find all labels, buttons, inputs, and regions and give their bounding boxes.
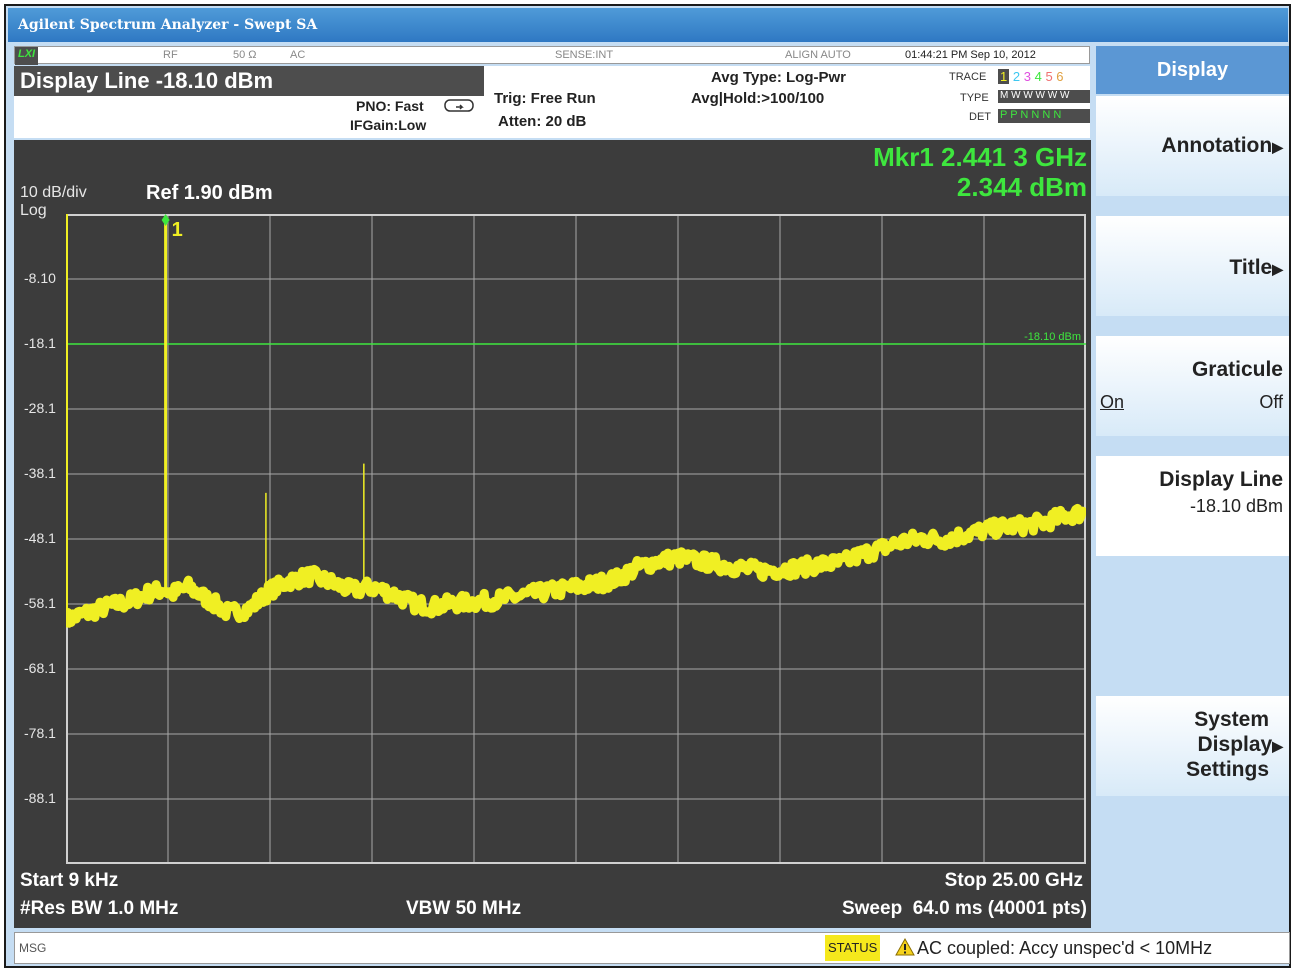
spur-lines xyxy=(164,216,365,594)
trace-numbers: 1 2 3 4 5 6 xyxy=(998,69,1064,84)
trace-1 xyxy=(66,214,1086,628)
ifgain-setting: IFGain:Low xyxy=(350,117,427,133)
trace-num-5[interactable]: 5 xyxy=(1045,69,1053,84)
sense-label: SENSE:INT xyxy=(555,49,614,61)
date-time: 01:44:21 PM Sep 10, 2012 xyxy=(905,49,1036,61)
menu-title: Display xyxy=(1096,46,1289,94)
y-tick-label: -18.1 xyxy=(24,335,56,351)
softkey-panel: Display Annotation▶ Title▶ Graticule On … xyxy=(1096,46,1289,928)
type-values: M W W W W W xyxy=(998,90,1090,103)
impedance-label: 50 Ω xyxy=(233,49,257,61)
msg-label: MSG xyxy=(19,941,47,955)
align-label: ALIGN AUTO xyxy=(785,49,851,61)
spectrum-display[interactable]: Mkr1 2.441 3 GHz 2.344 dBm 10 dB/div Log… xyxy=(14,140,1091,928)
marker-frequency: Mkr1 2.441 3 GHz xyxy=(873,142,1087,172)
trace-num-1[interactable]: 1 xyxy=(998,69,1010,84)
trace-num-4[interactable]: 4 xyxy=(1034,69,1042,84)
annotation-key-label: Annotation▶ xyxy=(1161,134,1283,157)
annotation-key[interactable]: Annotation▶ xyxy=(1096,96,1289,196)
graticule-on[interactable]: On xyxy=(1100,392,1125,412)
system-display-line3: Settings xyxy=(1186,758,1269,781)
reference-level: Ref 1.90 dBm xyxy=(146,182,273,204)
graticule-off[interactable]: Off xyxy=(1259,392,1283,412)
graticule-key[interactable]: Graticule On Off xyxy=(1096,336,1289,436)
lxi-badge: LXI xyxy=(15,47,39,65)
message-bar: MSG STATUS AC coupled: Accy unspec'd < 1… xyxy=(14,932,1290,964)
status-message: AC coupled: Accy unspec'd < 10MHz xyxy=(917,938,1213,958)
graticule-key-label: Graticule xyxy=(1191,358,1283,381)
y-tick-label: -68.1 xyxy=(24,660,56,676)
marker-1: 1 xyxy=(161,214,183,241)
trace-num-2[interactable]: 2 xyxy=(1012,69,1021,84)
trace-label: TRACE xyxy=(949,71,987,83)
det-values: P P N N N N xyxy=(998,109,1090,123)
active-function[interactable]: Display Line -18.10 dBm xyxy=(14,66,484,96)
avg-hold: Avg|Hold:>100/100 xyxy=(691,90,825,107)
trigger-setting: Trig: Free Run xyxy=(494,90,596,107)
vbw[interactable]: VBW 50 MHz xyxy=(406,898,522,919)
system-display-settings-key[interactable]: System Display▶ Settings xyxy=(1096,696,1289,796)
trace-1-line xyxy=(66,503,1086,628)
scale-per-div: 10 dB/div xyxy=(20,184,87,201)
y-tick-label: -58.1 xyxy=(24,595,56,611)
y-tick-label: -48.1 xyxy=(24,530,56,546)
scale-type: Log xyxy=(20,202,47,219)
marker-1-label: 1 xyxy=(172,219,183,241)
coupling-label: AC xyxy=(290,49,306,61)
det-label: DET xyxy=(969,111,991,123)
display-line-label: -18.10 dBm xyxy=(1024,331,1081,343)
stop-frequency[interactable]: Stop 25.00 GHz xyxy=(944,870,1083,891)
menu-title-text: Display xyxy=(1156,59,1229,81)
y-tick-label: -28.1 xyxy=(24,400,56,416)
atten-setting: Atten: 20 dB xyxy=(498,113,587,130)
marker-amplitude: 2.344 dBm xyxy=(956,172,1087,202)
res-bw[interactable]: #Res BW 1.0 MHz xyxy=(20,898,179,919)
display-line-key-value: -18.10 dBm xyxy=(1189,496,1283,516)
measurement-header: Display Line -18.10 dBm PNO: Fast IFGain… xyxy=(14,66,1090,138)
spectrum-plot[interactable]: -18.10 dBm 1 xyxy=(66,214,1086,864)
avg-type: Avg Type: Log-Pwr xyxy=(711,69,846,86)
rf-input-label: RF xyxy=(163,49,178,61)
type-label: TYPE xyxy=(960,92,989,104)
submenu-arrow-icon: ▶ xyxy=(1272,139,1283,155)
title-key-label: Title▶ xyxy=(1229,256,1283,279)
y-tick-label: -38.1 xyxy=(24,465,56,481)
status-button[interactable]: STATUS xyxy=(825,935,881,961)
marker-1-diamond xyxy=(161,214,170,226)
sweep-time[interactable]: Sweep 64.0 ms (40001 pts) xyxy=(841,898,1087,919)
system-display-line1: System xyxy=(1194,708,1269,731)
title-key[interactable]: Title▶ xyxy=(1096,216,1289,316)
instrument-status-row: LXI RF 50 Ω AC SENSE:INT ALIGN AUTO 01:4… xyxy=(14,46,1090,65)
pno-loop-icon xyxy=(444,99,474,112)
window-title: Agilent Spectrum Analyzer - Swept SA xyxy=(8,8,1288,42)
start-frequency[interactable]: Start 9 kHz xyxy=(20,870,119,891)
y-tick-label: -88.1 xyxy=(24,790,56,806)
trace-num-6[interactable]: 6 xyxy=(1056,69,1064,84)
system-display-line2: Display▶ xyxy=(1197,733,1283,756)
display-line-key-label: Display Line xyxy=(1159,468,1283,491)
y-tick-label: -8.10 xyxy=(24,270,56,286)
trace-num-3[interactable]: 3 xyxy=(1023,69,1031,84)
display-line-key[interactable]: Display Line -18.10 dBm xyxy=(1096,456,1289,556)
warning-icon xyxy=(895,937,915,961)
submenu-arrow-icon: ▶ xyxy=(1272,738,1283,754)
y-tick-label: -78.1 xyxy=(24,725,56,741)
pno-setting: PNO: Fast xyxy=(356,98,424,114)
submenu-arrow-icon: ▶ xyxy=(1272,261,1283,277)
